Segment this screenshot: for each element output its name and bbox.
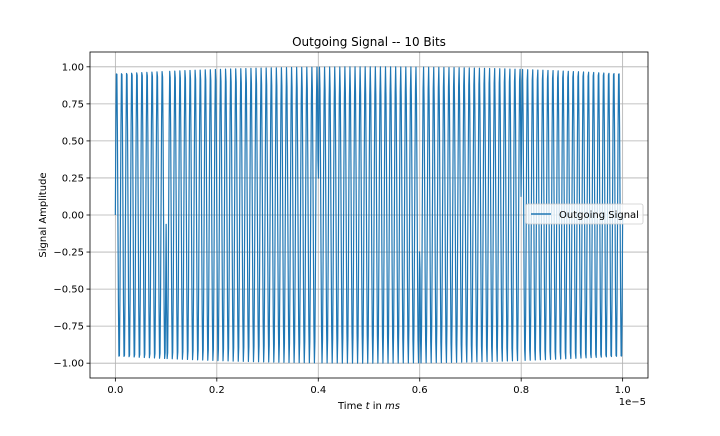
x-tick-label: 0.2: [209, 385, 225, 396]
y-tick-label: 1.00: [62, 62, 84, 73]
chart-title: Outgoing Signal -- 10 Bits: [292, 35, 446, 49]
x-tick-label: 0.8: [513, 385, 529, 396]
y-tick-label: −0.25: [53, 248, 84, 259]
y-tick-label: −0.75: [53, 322, 84, 333]
y-tick-label: 0.25: [62, 173, 84, 184]
y-tick-label: 0.00: [62, 211, 84, 222]
x-axis-offset-text: 1e−5: [619, 397, 646, 408]
y-axis-label: Signal Amplitude: [38, 172, 49, 257]
x-axis-label: Time t in ms: [337, 401, 400, 412]
y-tick-label: 0.50: [62, 136, 84, 147]
x-axis-label-part-1: Time: [337, 401, 366, 412]
x-axis-label-unit: ms: [385, 401, 400, 412]
x-axis-label-variable: t: [366, 401, 371, 412]
legend-box: [525, 203, 644, 225]
x-tick-label: 0.4: [310, 385, 326, 396]
x-axis-label-part-2: in: [370, 401, 385, 412]
y-tick-label: −0.50: [53, 285, 84, 296]
y-tick-label: 0.75: [62, 99, 84, 110]
x-tick-label: 0.0: [107, 385, 123, 396]
series-layer: [114, 66, 624, 364]
legend-entry-label: Outgoing Signal: [559, 210, 639, 221]
legend: Outgoing Signal: [525, 203, 644, 225]
y-tick-label: −1.00: [53, 359, 84, 370]
x-tick-label: 1.0: [615, 385, 631, 396]
x-tick-label: 0.6: [412, 385, 428, 396]
tick-layer: 0.0 0.2 0.4 0.6 0.8 1.0 1.00 0.75 0.50 0.25 0.00 −0…: [53, 62, 630, 396]
series-line-outgoing-signal: [114, 66, 624, 364]
